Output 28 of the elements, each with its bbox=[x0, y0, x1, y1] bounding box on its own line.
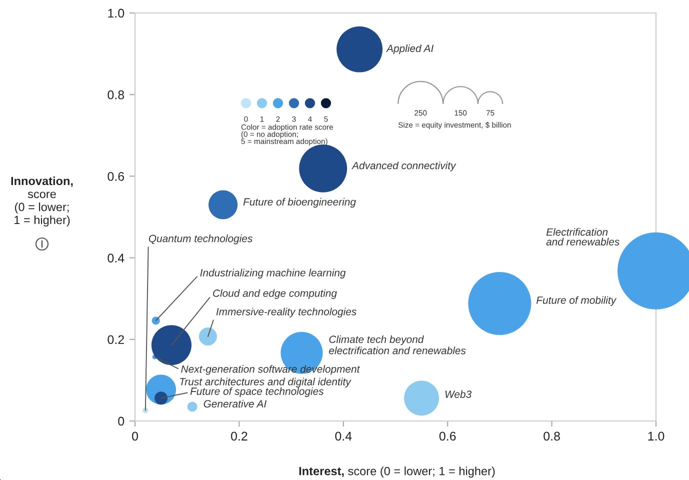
annotation: Future of space technologies bbox=[190, 387, 324, 398]
y-tick-label: 0 bbox=[118, 416, 124, 426]
annotation: Climate tech beyond electrification and renewables bbox=[329, 335, 466, 354]
annotation: Cloud and edge computing bbox=[213, 289, 337, 299]
x-tick-label: 0.2 bbox=[231, 432, 248, 441]
x-tick-label: 0.6 bbox=[439, 432, 456, 441]
annotation: Applied AI bbox=[386, 44, 434, 54]
annotation: Future of bioengineering bbox=[243, 198, 356, 208]
x-tick-label: 0 bbox=[132, 432, 138, 441]
x-tick-label: 0.4 bbox=[335, 432, 352, 441]
y-tick-label: 0.8 bbox=[108, 90, 124, 100]
x-tick-label: 0.8 bbox=[544, 432, 560, 441]
annotation: Future of mobility bbox=[536, 296, 617, 306]
x-tick-label: 1.0 bbox=[648, 432, 664, 441]
y-tick-label: 0.4 bbox=[108, 254, 124, 262]
x-axis-title: Interest, score (0 = lower; 1 = higher) bbox=[299, 466, 495, 478]
annotation: Generative AI bbox=[204, 400, 266, 408]
annotation: Trust architectures and digital identity bbox=[180, 378, 352, 388]
annotation: Industrializing machine learning bbox=[200, 268, 346, 278]
annotation: Quantum technologies bbox=[148, 234, 252, 244]
y-tick-label: 0.6 bbox=[108, 172, 124, 181]
annotation: Web3 bbox=[445, 390, 472, 398]
y-tick-label: 1.0 bbox=[108, 8, 124, 18]
annotation: Immersive-reality technologies bbox=[216, 308, 356, 318]
annotation: Advanced connectivity bbox=[352, 162, 456, 172]
y-tick-label: 0.2 bbox=[108, 335, 124, 344]
y-axis-title: Innovation, score (0 = lower; 1 = higher) bbox=[11, 176, 73, 227]
annotation: Electrification and renewables bbox=[546, 228, 620, 246]
